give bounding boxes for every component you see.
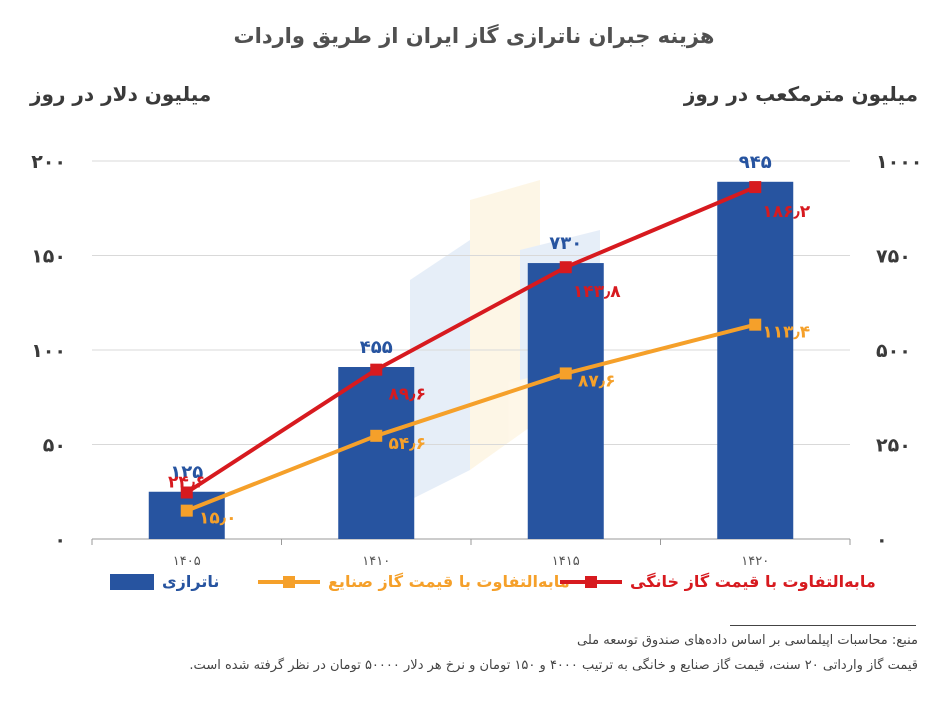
industry-point: [559, 367, 572, 380]
bar-data-label: ۴۵۵: [360, 337, 393, 358]
industry-line: [186, 322, 756, 513]
household-data-label: ۱۸۶٫۲: [762, 202, 810, 222]
household-data-label: ۸۹٫۶: [389, 385, 426, 405]
right-tick-label: ۰: [876, 529, 888, 551]
right-tick-label: ۷۵۰: [876, 246, 911, 268]
right-axis-title: میلیون مترمکعب در روز: [683, 82, 918, 106]
industry-point: [749, 318, 762, 331]
legend-item-imbalance: ناترازی: [110, 572, 219, 591]
household-point: [180, 486, 193, 499]
source-note: منبع: محاسبات اپیلماسی بر اساس داده‌های …: [577, 633, 918, 648]
right-tick-label: ۲۵۰: [876, 435, 911, 457]
bar-data-label: ۹۴۵: [739, 152, 772, 173]
assumption-note: قیمت گاز وارداتی ۲۰ سنت، قیمت گاز صنایع …: [189, 658, 918, 673]
bar-data-label: ۷۳۰: [549, 233, 582, 254]
legend-item-household: مابه‌التفاوت با قیمت گاز خانگی: [560, 572, 876, 591]
x-tick-label: ۱۴۲۰: [741, 554, 769, 569]
left-tick-label: ۱۵۰: [31, 246, 66, 268]
chart-title: هزینه جبران ناترازی گاز ایران از طریق وا…: [233, 24, 715, 48]
household-line: [185, 185, 757, 495]
household-point: [749, 181, 762, 194]
legend-label-imbalance: ناترازی: [162, 572, 220, 591]
bar-imbalance: [717, 181, 794, 540]
household-data-label: ۱۴۳٫۸: [573, 282, 621, 302]
household-point: [370, 363, 383, 376]
x-tick-label: ۱۴۱۵: [552, 554, 580, 569]
legend: ناترازی مابه‌التفاوت با قیمت گاز صنایع م…: [0, 572, 948, 602]
industry-data-label: ۸۷٫۶: [578, 371, 615, 391]
right-tick-label: ۱۰۰۰: [876, 151, 922, 173]
chart-plot: ۱۲۵ ۴۵۵ ۷۳۰ ۹۴۵ ۱۵٫۰ ۵۴٫۶ ۸۷٫۶ ۱۱۳٫۴ ۲۴٫۶ ۸۹٫۶ ۱۴۳…: [31, 151, 922, 569]
left-tick-label: ۱۰۰: [31, 340, 66, 362]
legend-label-household: مابه‌التفاوت با قیمت گاز خانگی: [630, 572, 876, 591]
industry-data-label: ۱۵٫۰: [199, 509, 236, 529]
legend-swatch-imbalance: [110, 573, 154, 590]
right-tick-label: ۵۰۰: [876, 340, 911, 362]
source-divider: [730, 625, 916, 626]
bar-imbalance: [527, 263, 604, 539]
left-axis-title: میلیون دلار در روز: [30, 82, 212, 106]
industry-point: [370, 429, 383, 442]
x-tick-label: ۱۴۱۰: [362, 554, 390, 569]
left-tick-label: ۵۰: [43, 435, 66, 457]
industry-data-label: ۵۴٫۶: [389, 434, 426, 454]
left-tick-label: ۰: [54, 529, 66, 551]
legend-label-industry: مابه‌التفاوت با قیمت گاز صنایع: [328, 572, 570, 591]
bar-imbalance: [338, 367, 415, 539]
household-point: [559, 261, 572, 274]
industry-data-label: ۱۱۳٫۴: [762, 323, 810, 343]
left-tick-label: ۲۰۰: [31, 151, 66, 173]
bar-data-label: ۱۲۵: [170, 462, 203, 483]
legend-item-industry: مابه‌التفاوت با قیمت گاز صنایع: [258, 572, 570, 591]
legend-swatch-industry: [258, 575, 320, 589]
x-tick-label: ۱۴۰۵: [173, 554, 201, 569]
industry-point: [180, 504, 193, 517]
legend-swatch-household: [560, 575, 622, 589]
household-data-label: ۲۴٫۶: [168, 473, 205, 493]
